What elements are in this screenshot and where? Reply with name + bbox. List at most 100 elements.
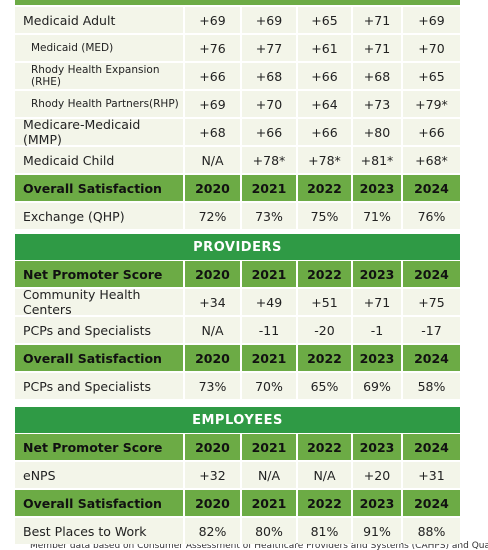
year-header: 2021 [242,261,296,287]
value-cell: +71 [353,35,401,61]
value-cell: N/A [185,147,240,173]
header-strip [15,0,460,5]
value-cell: +65 [403,63,460,89]
value-cell: 58% [403,373,460,399]
value-cell: +68 [353,63,401,89]
value-cell: +69 [242,7,296,33]
value-cell: +78* [298,147,351,173]
value-cell: 73% [242,203,296,229]
year-header: 2020 [185,434,240,460]
value-cell: +73 [353,91,401,117]
value-cell: 81% [298,518,351,544]
year-header: 2021 [242,345,296,371]
value-cell: +49 [242,289,296,315]
value-cell: N/A [242,462,296,488]
row-label: Exchange (QHP) [15,203,183,229]
value-cell: +66 [403,119,460,145]
year-header: 2022 [298,490,351,516]
value-cell: +69 [185,7,240,33]
year-header: 2022 [298,434,351,460]
value-cell: +66 [242,119,296,145]
value-cell: +71 [353,289,401,315]
value-cell: -11 [242,317,296,343]
value-cell: +80 [353,119,401,145]
year-header: 2024 [403,175,460,201]
row-label: Medicaid Adult [15,7,183,33]
value-cell: +68* [403,147,460,173]
value-cell: 70% [242,373,296,399]
row-label: eNPS [15,462,183,488]
year-header: 2020 [185,175,240,201]
value-cell: -17 [403,317,460,343]
row-label: Best Places to Work [15,518,183,544]
row-label: Medicare-Medicaid (MMP) [15,117,183,147]
value-cell: 65% [298,373,351,399]
value-cell: +34 [185,289,240,315]
header-label: Overall Satisfaction [15,490,183,516]
value-cell: +75 [403,289,460,315]
header-label: Net Promoter Score [15,434,183,460]
value-cell: N/A [185,317,240,343]
value-cell: +76 [185,35,240,61]
year-header: 2022 [298,261,351,287]
row-label: PCPs and Specialists [15,373,183,399]
row-label: PCPs and Specialists [15,317,183,343]
sub-row-label: Medicaid (MED) [15,35,183,61]
year-header: 2021 [242,490,296,516]
year-header: 2023 [353,261,401,287]
value-cell: 91% [353,518,401,544]
value-cell: +20 [353,462,401,488]
year-header: 2023 [353,490,401,516]
value-cell: 73% [185,373,240,399]
header-label: Overall Satisfaction [15,345,183,371]
value-cell: 76% [403,203,460,229]
value-cell: -1 [353,317,401,343]
year-header: 2024 [403,490,460,516]
value-cell: +31 [403,462,460,488]
value-cell: N/A [298,462,351,488]
year-header: 2024 [403,261,460,287]
year-header: 2023 [353,345,401,371]
year-header: 2023 [353,434,401,460]
row-label: Medicaid Child [15,147,183,173]
value-cell: +66 [185,63,240,89]
value-cell: +68 [242,63,296,89]
year-header: 2022 [298,345,351,371]
value-cell: 75% [298,203,351,229]
year-header: 2020 [185,261,240,287]
value-cell: 69% [353,373,401,399]
value-cell: +69 [185,91,240,117]
value-cell: +77 [242,35,296,61]
section-title: EMPLOYEES [15,407,460,433]
value-cell: +78* [242,147,296,173]
value-cell: 80% [242,518,296,544]
year-header: 2023 [353,175,401,201]
row-label: Community Health Centers [15,287,183,317]
value-cell: +66 [298,63,351,89]
header-label: Overall Satisfaction [15,175,183,201]
year-header: 2022 [298,175,351,201]
sub-row-label: Rhody Health Expansion (RHE) [15,63,183,89]
value-cell: 72% [185,203,240,229]
value-cell: +61 [298,35,351,61]
value-cell: +65 [298,7,351,33]
value-cell: +68 [185,119,240,145]
value-cell: -20 [298,317,351,343]
year-header: 2020 [185,345,240,371]
sub-row-label: Rhody Health Partners(RHP) [15,91,183,117]
year-header: 2020 [185,490,240,516]
value-cell: 71% [353,203,401,229]
footnote: Member data based on Consumer Assessment… [30,541,488,550]
year-header: 2024 [403,434,460,460]
value-cell: +81* [353,147,401,173]
year-header: 2024 [403,345,460,371]
value-cell: +70 [242,91,296,117]
value-cell: +64 [298,91,351,117]
year-header: 2021 [242,434,296,460]
value-cell: +32 [185,462,240,488]
value-cell: +66 [298,119,351,145]
value-cell: +51 [298,289,351,315]
section-title: PROVIDERS [15,234,460,260]
value-cell: 88% [403,518,460,544]
